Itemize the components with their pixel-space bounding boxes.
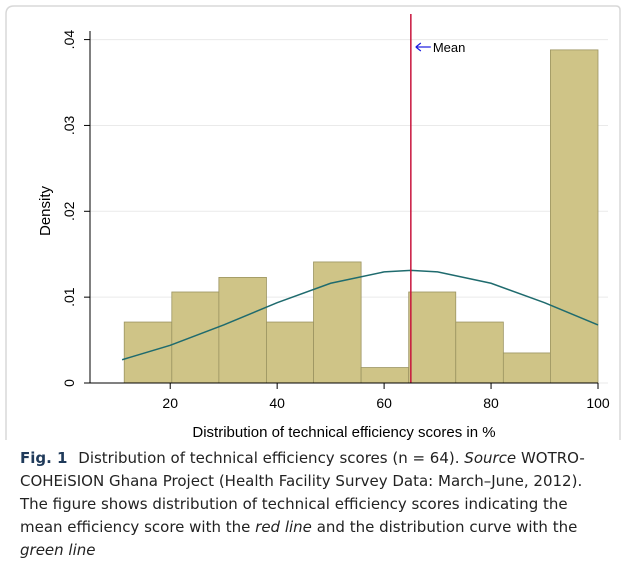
mean-label: Mean xyxy=(433,40,466,55)
y-axis-label: Density xyxy=(37,185,54,236)
bar xyxy=(171,291,220,384)
x-tick-label: 80 xyxy=(483,395,499,411)
bar xyxy=(266,321,314,384)
caption-text: and the distribution curve with the xyxy=(316,518,578,536)
bar xyxy=(360,367,410,384)
y-tick-label: .01 xyxy=(61,287,77,307)
bar xyxy=(218,276,267,384)
bar xyxy=(408,291,457,384)
bar xyxy=(455,321,504,384)
caption-green: green line xyxy=(20,541,96,559)
bar xyxy=(313,261,362,384)
caption-source: Source xyxy=(464,449,517,467)
y-tick-label: .04 xyxy=(61,30,77,50)
caption-label: Fig. 1 xyxy=(20,449,68,467)
y-tick-label: .03 xyxy=(61,115,77,135)
x-tick-label: 20 xyxy=(162,395,178,411)
figure-frame xyxy=(5,5,621,440)
bar xyxy=(502,352,551,384)
caption-text: WOTRO-COHEiSION Ghana Project (Health Fa… xyxy=(20,449,585,536)
caption: Fig. 1 Distribution of technical efficie… xyxy=(20,447,610,562)
x-tick-label: 100 xyxy=(586,395,610,411)
y-tick-label: .02 xyxy=(61,201,77,221)
caption-red: red line xyxy=(255,518,312,536)
x-tick-label: 60 xyxy=(376,395,392,411)
x-axis-label: Distribution of technical efficiency sco… xyxy=(192,424,495,441)
y-tick-label: 0 xyxy=(61,379,77,387)
x-tick-label: 40 xyxy=(269,395,285,411)
caption-text: Distribution of technical efficiency sco… xyxy=(78,449,460,467)
density-curve xyxy=(121,269,599,361)
mean-arrowhead xyxy=(415,42,422,52)
bar xyxy=(550,49,599,384)
